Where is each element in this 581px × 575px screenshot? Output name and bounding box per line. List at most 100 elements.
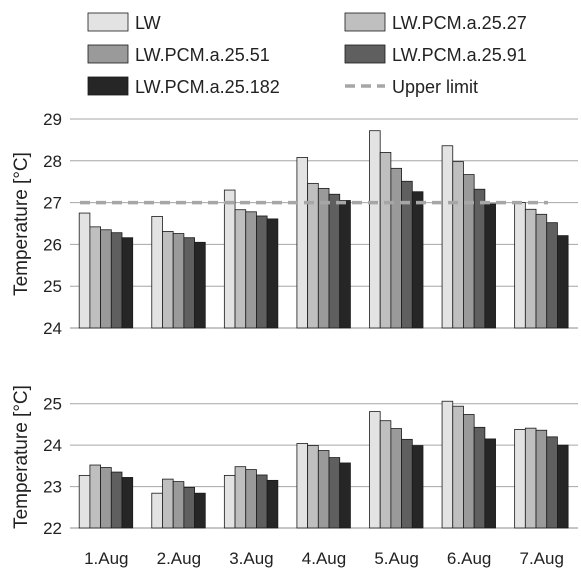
bar-lw-pcm-a-25-91 bbox=[546, 436, 558, 529]
bar-group-1-aug bbox=[78, 212, 134, 329]
bar-lw-pcm-a-25-51 bbox=[100, 467, 112, 529]
legend-item-lw-pcm-a-25-51: LW.PCM.a.25.51 bbox=[87, 44, 270, 65]
x-axis: 1.Aug 2.Aug 3.Aug 4.Aug 5.Aug 6.Aug 7.Aug bbox=[84, 549, 564, 568]
bar-lw-pcm-a-25-51 bbox=[100, 229, 112, 329]
bar-group-7-aug bbox=[514, 427, 569, 529]
bar-lw-pcm-a-25-27 bbox=[89, 464, 102, 529]
bar-lw-pcm-a-25-91 bbox=[183, 486, 195, 529]
x-tick-label: 1.Aug bbox=[84, 549, 128, 568]
legend-item-upper-limit: Upper limit bbox=[345, 77, 478, 97]
bar-lw-pcm-a-25-27 bbox=[234, 466, 247, 529]
x-tick-label: 6.Aug bbox=[447, 549, 491, 568]
y-tick-label: 24 bbox=[43, 436, 62, 455]
bar-lw-pcm-a-25-27 bbox=[307, 445, 319, 529]
bar-group-2-aug bbox=[151, 215, 206, 329]
bar-lw-pcm-a-25-27 bbox=[524, 427, 537, 529]
bar-lw bbox=[223, 189, 236, 329]
y-tick-label: 28 bbox=[43, 152, 62, 171]
bar-lw-pcm-a-25-182 bbox=[121, 477, 134, 529]
bar-lw bbox=[369, 130, 381, 329]
legend-swatch bbox=[87, 12, 129, 32]
legend-item-lw-pcm-a-25-182: LW.PCM.a.25.182 bbox=[87, 76, 280, 97]
bar-group-5-aug bbox=[369, 411, 424, 529]
bar-lw-pcm-a-25-182 bbox=[266, 218, 279, 329]
bar-lw-pcm-a-25-51 bbox=[535, 429, 548, 529]
bar-lw-pcm-a-25-51 bbox=[245, 469, 257, 529]
bar-lw-pcm-a-25-27 bbox=[307, 182, 319, 329]
y-tick-label: 23 bbox=[43, 478, 62, 497]
bar-lw-pcm-a-25-91 bbox=[546, 222, 558, 329]
bar-lw-pcm-a-25-182 bbox=[484, 203, 496, 329]
bar-lw-pcm-a-25-51 bbox=[317, 450, 330, 529]
bar-lw bbox=[223, 474, 236, 529]
bar-lw-pcm-a-25-91 bbox=[473, 188, 486, 329]
legend-swatch bbox=[87, 76, 129, 96]
y-tick-label: 24 bbox=[43, 319, 62, 338]
bar-lw-pcm-a-25-51 bbox=[172, 481, 185, 529]
bar-group-3-aug bbox=[223, 189, 279, 329]
bar-lw-pcm-a-25-27 bbox=[452, 405, 464, 529]
bar-lw-pcm-a-25-182 bbox=[194, 492, 206, 529]
bar-lw-pcm-a-25-182 bbox=[411, 191, 424, 329]
bar-lw-pcm-a-25-91 bbox=[256, 474, 268, 529]
legend-item-lw-pcm-a-25-27: LW.PCM.a.25.27 bbox=[344, 12, 527, 33]
bar-lw-pcm-a-25-91 bbox=[401, 438, 413, 529]
bar-lw-pcm-a-25-182 bbox=[411, 445, 424, 529]
bar-lw bbox=[296, 157, 309, 329]
x-tick-label: 7.Aug bbox=[519, 549, 563, 568]
bar-lw-pcm-a-25-182 bbox=[339, 200, 351, 329]
legend-label: LW.PCM.a.25.182 bbox=[135, 77, 280, 97]
bar-lw-pcm-a-25-51 bbox=[463, 174, 475, 329]
bar-lw bbox=[151, 492, 163, 529]
y-tick-label: 26 bbox=[43, 235, 62, 254]
bar-lw-pcm-a-25-27 bbox=[162, 231, 174, 329]
x-tick-label: 5.Aug bbox=[374, 549, 418, 568]
bar-lw-pcm-a-25-27 bbox=[452, 161, 464, 329]
bar-lw-pcm-a-25-182 bbox=[557, 444, 569, 529]
bar-lw bbox=[441, 145, 454, 329]
bar-lw-pcm-a-25-91 bbox=[328, 193, 341, 329]
y-tick-label: 29 bbox=[43, 110, 62, 129]
bar-lw-pcm-a-25-182 bbox=[557, 235, 569, 329]
bar-lw-pcm-a-25-27 bbox=[162, 478, 174, 529]
legend: LW LW.PCM.a.25.27 LW.PCM.a.25.51 LW.PCM.a.2… bbox=[87, 12, 527, 97]
y-tick-label: 25 bbox=[43, 277, 62, 296]
bar-group-7-aug bbox=[514, 202, 569, 329]
bar-lw-pcm-a-25-182 bbox=[194, 241, 206, 329]
bar-group-2-aug bbox=[151, 478, 206, 529]
x-tick-label: 2.Aug bbox=[157, 549, 201, 568]
bar-group-6-aug bbox=[441, 400, 496, 529]
bar-lw bbox=[369, 411, 381, 529]
bar-group-5-aug bbox=[369, 130, 424, 329]
bar-lw-pcm-a-25-27 bbox=[379, 420, 392, 529]
bar-lw-pcm-a-25-27 bbox=[234, 209, 247, 329]
bar-group-4-aug bbox=[296, 443, 351, 529]
legend-label: LW.PCM.a.25.27 bbox=[392, 13, 527, 33]
bar-group-6-aug bbox=[441, 145, 496, 329]
bar-lw bbox=[514, 428, 526, 529]
legend-label: LW.PCM.a.25.91 bbox=[392, 45, 527, 65]
bar-lw-pcm-a-25-182 bbox=[484, 438, 496, 529]
bar-lw-pcm-a-25-91 bbox=[183, 237, 195, 329]
y-tick-label: 25 bbox=[43, 395, 62, 414]
x-tick-label: 4.Aug bbox=[302, 549, 346, 568]
bar-group-4-aug bbox=[296, 157, 351, 329]
bar-lw-pcm-a-25-27 bbox=[379, 152, 392, 329]
bar-lw-pcm-a-25-51 bbox=[390, 167, 402, 329]
bar-lw bbox=[514, 202, 526, 329]
bar-lw bbox=[78, 474, 91, 529]
top-chart-panel: 24 25 26 27 28 29 Temperature [°C] bbox=[11, 110, 578, 338]
bar-lw-pcm-a-25-51 bbox=[390, 428, 402, 529]
legend-swatch bbox=[344, 44, 386, 64]
legend-label: LW bbox=[135, 13, 161, 33]
bar-lw-pcm-a-25-51 bbox=[463, 414, 475, 529]
bar-lw-pcm-a-25-91 bbox=[110, 471, 123, 529]
bar-lw-pcm-a-25-91 bbox=[110, 232, 123, 329]
y-tick-label: 27 bbox=[43, 194, 62, 213]
bar-lw-pcm-a-25-51 bbox=[317, 187, 330, 329]
bar-lw-pcm-a-25-51 bbox=[172, 233, 185, 329]
bar-lw bbox=[296, 443, 309, 529]
legend-swatch bbox=[87, 44, 129, 64]
bottom-chart-panel: 22 23 24 25 Temperature [°C] bbox=[11, 385, 578, 538]
bar-lw-pcm-a-25-27 bbox=[524, 208, 537, 329]
